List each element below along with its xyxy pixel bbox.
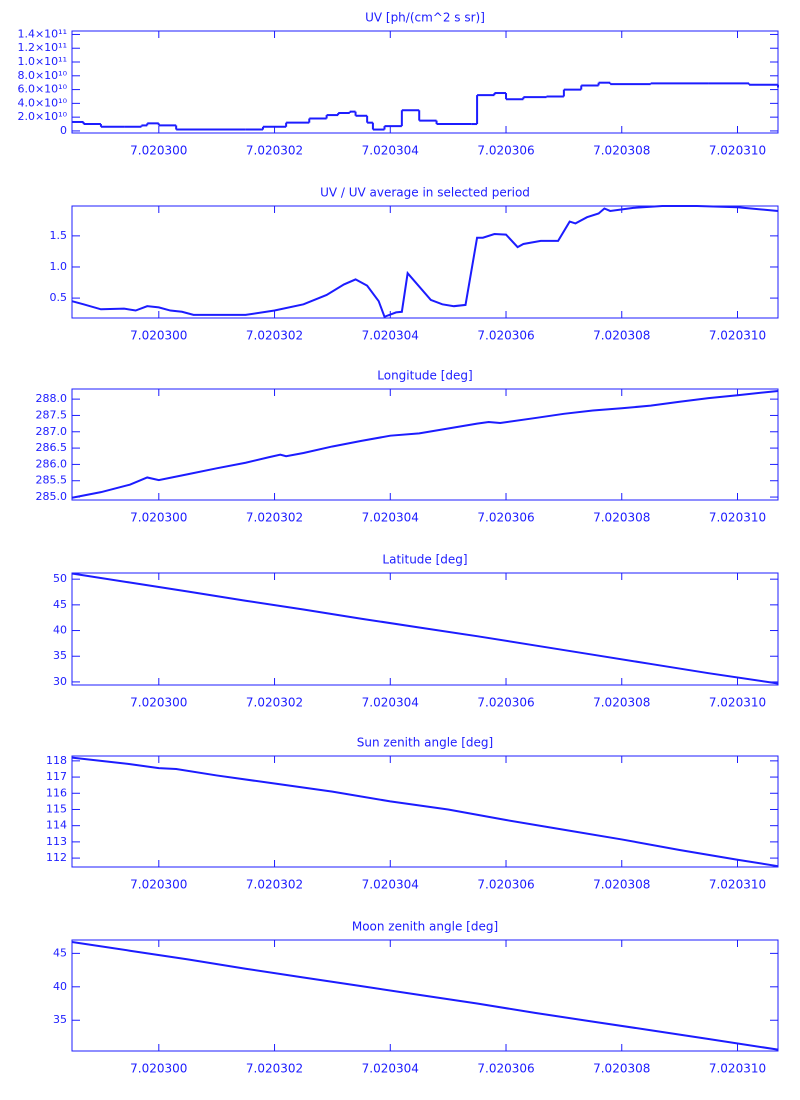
x-tick-label: 7.020308 — [593, 1062, 650, 1076]
x-tick-label: 7.020302 — [246, 696, 303, 710]
chart-title: Moon zenith angle [deg] — [352, 920, 498, 934]
y-tick-label: 50 — [53, 572, 67, 585]
chart-title: UV [ph/(cm^2 s sr)] — [365, 11, 485, 25]
y-tick-label: 286.5 — [36, 441, 68, 454]
x-tick-label: 7.020304 — [362, 1062, 419, 1076]
y-tick-label: 288.0 — [36, 392, 68, 405]
y-tick-label: 285.0 — [36, 490, 68, 503]
plot-frame — [71, 572, 779, 686]
data-line — [71, 572, 779, 685]
y-tick-label: 112 — [46, 851, 67, 864]
y-tick-label: 115 — [46, 802, 67, 815]
y-tick-label: 285.5 — [36, 474, 68, 487]
y-tick-label: 40 — [53, 980, 67, 993]
y-tick-label: 45 — [53, 946, 67, 959]
data-line — [71, 941, 779, 1051]
x-tick-label: 7.020306 — [477, 696, 534, 710]
x-tick-label: 7.020310 — [709, 511, 766, 525]
x-tick-label: 7.020310 — [709, 329, 766, 343]
plot-frame — [71, 388, 779, 501]
x-tick-label: 7.020302 — [246, 144, 303, 158]
y-tick-label: 35 — [53, 1013, 67, 1026]
x-tick-label: 7.020300 — [130, 329, 187, 343]
x-tick-label: 7.020304 — [362, 696, 419, 710]
plot-frame — [71, 939, 779, 1052]
x-tick-label: 7.020304 — [362, 144, 419, 158]
y-tick-label: 287.0 — [36, 425, 68, 438]
x-tick-label: 7.020300 — [130, 511, 187, 525]
y-tick-label: 117 — [46, 770, 67, 783]
y-tick-label: 1.0 — [50, 260, 68, 273]
x-tick-label: 7.020306 — [477, 329, 534, 343]
x-tick-label: 7.020308 — [593, 511, 650, 525]
y-tick-label: 45 — [53, 598, 67, 611]
x-tick-label: 7.020310 — [709, 1062, 766, 1076]
y-tick-label: 0 — [60, 124, 67, 137]
chart-title: Sun zenith angle [deg] — [357, 736, 493, 750]
data-line — [71, 205, 779, 319]
x-tick-label: 7.020308 — [593, 878, 650, 892]
y-tick-label: 0.5 — [50, 291, 68, 304]
y-tick-label: 1.5 — [50, 229, 68, 242]
x-tick-label: 7.020310 — [709, 878, 766, 892]
x-tick-label: 7.020306 — [477, 144, 534, 158]
y-tick-label: 1.2×10¹¹ — [17, 41, 67, 54]
y-tick-label: 8.0×10¹⁰ — [17, 69, 67, 82]
x-tick-label: 7.020302 — [246, 511, 303, 525]
x-tick-label: 7.020302 — [246, 878, 303, 892]
y-tick-label: 113 — [46, 835, 67, 848]
plot-frame — [71, 205, 779, 319]
x-tick-label: 7.020302 — [246, 1062, 303, 1076]
y-tick-label: 116 — [46, 786, 67, 799]
data-line — [71, 389, 779, 499]
x-tick-label: 7.020300 — [130, 878, 187, 892]
chart-title: Latitude [deg] — [382, 553, 467, 567]
x-tick-label: 7.020308 — [593, 329, 650, 343]
x-tick-label: 7.020304 — [362, 878, 419, 892]
chart-title: Longitude [deg] — [377, 369, 472, 383]
chart-title: UV / UV average in selected period — [320, 186, 530, 200]
y-tick-label: 1.0×10¹¹ — [17, 55, 67, 68]
y-tick-label: 35 — [53, 649, 67, 662]
x-tick-label: 7.020306 — [477, 878, 534, 892]
y-tick-label: 114 — [46, 819, 67, 832]
y-tick-label: 1.4×10¹¹ — [17, 27, 67, 40]
y-tick-label: 287.5 — [36, 408, 68, 421]
y-tick-label: 30 — [53, 675, 67, 688]
plot-frame — [71, 30, 779, 134]
y-tick-label: 286.0 — [36, 457, 68, 470]
x-tick-label: 7.020310 — [709, 144, 766, 158]
x-tick-label: 7.020308 — [593, 696, 650, 710]
x-tick-label: 7.020306 — [477, 1062, 534, 1076]
y-tick-label: 118 — [46, 754, 67, 767]
x-tick-label: 7.020306 — [477, 511, 534, 525]
y-tick-label: 40 — [53, 624, 67, 637]
x-tick-label: 7.020304 — [362, 329, 419, 343]
y-tick-label: 6.0×10¹⁰ — [17, 83, 67, 96]
x-tick-label: 7.020308 — [593, 144, 650, 158]
x-tick-label: 7.020304 — [362, 511, 419, 525]
plot-frame — [71, 755, 779, 868]
y-tick-label: 2.0×10¹⁰ — [17, 110, 67, 123]
x-tick-label: 7.020302 — [246, 329, 303, 343]
x-tick-label: 7.020310 — [709, 696, 766, 710]
x-tick-label: 7.020300 — [130, 1062, 187, 1076]
y-tick-label: 4.0×10¹⁰ — [17, 96, 67, 109]
x-tick-label: 7.020300 — [130, 696, 187, 710]
data-line — [71, 756, 779, 868]
x-tick-label: 7.020300 — [130, 144, 187, 158]
